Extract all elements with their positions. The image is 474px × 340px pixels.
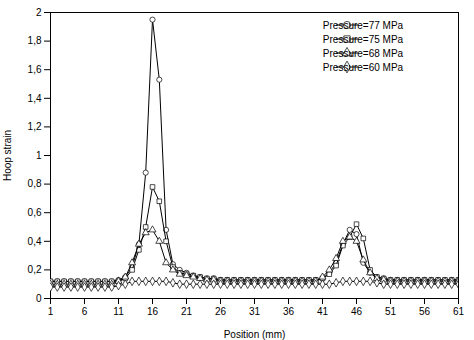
- svg-text:Pressure=75 MPa: Pressure=75 MPa: [323, 34, 404, 45]
- svg-text:0,6: 0,6: [28, 207, 42, 218]
- svg-text:41: 41: [317, 306, 329, 317]
- svg-text:6: 6: [82, 306, 88, 317]
- svg-text:16: 16: [147, 306, 159, 317]
- svg-text:1,4: 1,4: [28, 93, 42, 104]
- svg-text:Position (mm): Position (mm): [224, 329, 286, 340]
- svg-text:Pressure=77 MPa: Pressure=77 MPa: [323, 20, 404, 31]
- svg-text:56: 56: [419, 306, 431, 317]
- svg-text:1,2: 1,2: [28, 121, 42, 132]
- svg-text:46: 46: [351, 306, 363, 317]
- svg-text:1: 1: [48, 306, 54, 317]
- svg-text:51: 51: [385, 306, 397, 317]
- svg-text:Pressure=60 MPa: Pressure=60 MPa: [323, 62, 404, 73]
- svg-text:0,2: 0,2: [28, 264, 42, 275]
- svg-text:0,8: 0,8: [28, 178, 42, 189]
- svg-text:2: 2: [36, 7, 42, 18]
- svg-text:31: 31: [249, 306, 261, 317]
- svg-text:11: 11: [113, 306, 124, 317]
- svg-text:36: 36: [283, 306, 295, 317]
- svg-text:61: 61: [453, 306, 465, 317]
- svg-text:26: 26: [215, 306, 227, 317]
- svg-text:1,8: 1,8: [28, 35, 42, 46]
- svg-text:1: 1: [36, 150, 42, 161]
- svg-text:21: 21: [181, 306, 193, 317]
- svg-text:Pressure=68 MPa: Pressure=68 MPa: [323, 48, 404, 59]
- svg-text:0,4: 0,4: [28, 236, 42, 247]
- svg-text:1,6: 1,6: [28, 64, 42, 75]
- svg-text:Hoop strain: Hoop strain: [2, 130, 13, 181]
- svg-text:0: 0: [36, 293, 42, 304]
